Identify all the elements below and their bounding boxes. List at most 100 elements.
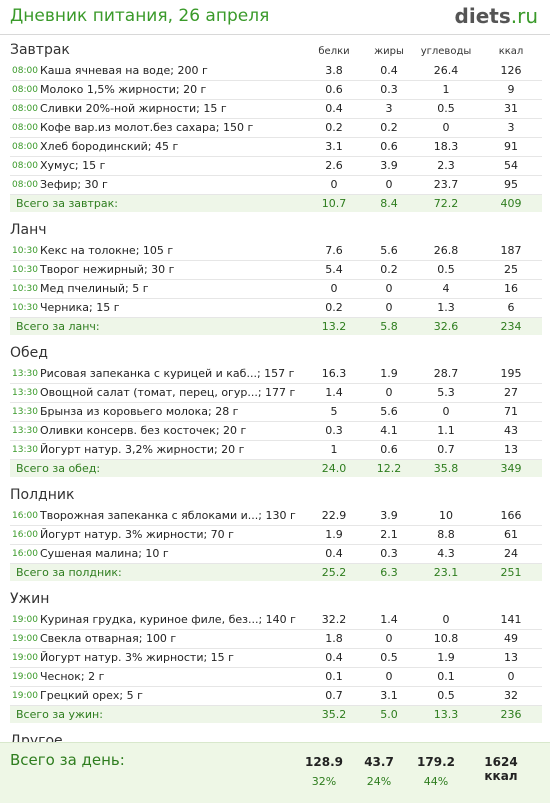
meal-total-row: Всего за обед: 24.0 12.2 35.8 349 (10, 460, 542, 477)
food-name[interactable]: Мед пчелиный; 5 г (40, 282, 149, 295)
food-fat: 0 (385, 178, 393, 191)
food-protein: 1.9 (325, 528, 343, 541)
food-name[interactable]: Йогурт натур. 3% жирности; 70 г (40, 528, 234, 541)
food-fat: 3.9 (380, 509, 398, 522)
food-kcal: 27 (504, 386, 518, 399)
meal-section: Завтрак белки жиры углеводы ккал 08:00 Каша яч… (10, 36, 542, 216)
food-name[interactable]: Грецкий орех; 5 г (40, 689, 143, 702)
food-row[interactable]: 08:00 Каша ячневая на воде; 200 г 3.8 0.4 26… (10, 62, 542, 81)
food-name[interactable]: Хлеб бородинский; 45 г (40, 140, 179, 153)
food-row[interactable]: 13:30 Овощной салат (томат, перец, огур..… (10, 384, 542, 403)
food-time: 08:00 (12, 66, 38, 76)
food-name[interactable]: Кофе вар.из молот.без сахара; 150 г (40, 121, 254, 134)
food-row[interactable]: 16:00 Творожная запеканка с яблоками и...… (10, 507, 542, 526)
day-kcal: 1624 ккал (484, 755, 518, 783)
food-name[interactable]: Зефир; 30 г (40, 178, 108, 191)
column-header-protein: белки (318, 46, 350, 57)
food-fat: 3 (385, 102, 393, 115)
food-row[interactable]: 19:00 Куриная грудка, куриное филе, без..… (10, 611, 542, 630)
food-time: 08:00 (12, 142, 38, 152)
meal-total-kcal: 251 (500, 566, 522, 579)
food-row[interactable]: 16:00 Йогурт натур. 3% жирности; 70 г 1.9 2… (10, 526, 542, 545)
day-protein: 128.9 (305, 755, 343, 769)
food-kcal: 25 (504, 263, 518, 276)
food-name[interactable]: Творог нежирный; 30 г (40, 263, 175, 276)
food-carbs: 0 (442, 121, 450, 134)
food-row[interactable]: 08:00 Зефир; 30 г 0 0 23.7 95 (10, 176, 542, 195)
food-row[interactable]: 19:00 Грецкий орех; 5 г 0.7 3.1 0.5 32 (10, 687, 542, 706)
food-kcal: 9 (507, 83, 515, 96)
food-name[interactable]: Йогурт натур. 3,2% жирности; 20 г (40, 443, 245, 456)
food-fat: 0.5 (380, 651, 398, 664)
meal-total-protein: 25.2 (321, 566, 347, 579)
food-row[interactable]: 16:00 Сушеная малина; 10 г 0.4 0.3 4.3 24 (10, 545, 542, 564)
food-name[interactable]: Чеснок; 2 г (40, 670, 105, 683)
food-name[interactable]: Свекла отварная; 100 г (40, 632, 177, 645)
site-logo[interactable]: diets.ru (455, 4, 538, 28)
food-name[interactable]: Куриная грудка, куриное филе, без...; 14… (40, 613, 296, 626)
food-carbs: 26.8 (433, 244, 459, 257)
food-row[interactable]: 19:00 Свекла отварная; 100 г 1.8 0 10.8 49 (10, 630, 542, 649)
food-row[interactable]: 08:00 Сливки 20%-ной жирности; 15 г 0.4 3 0.… (10, 100, 542, 119)
food-row[interactable]: 19:00 Чеснок; 2 г 0.1 0 0.1 0 (10, 668, 542, 687)
logo-tld: .ru (510, 4, 538, 28)
food-name[interactable]: Оливки консерв. без косточек; 20 г (40, 424, 247, 437)
meal-title: Ужин (10, 591, 50, 607)
food-name[interactable]: Творожная запеканка с яблоками и...; 130… (40, 509, 296, 522)
food-row[interactable]: 08:00 Кофе вар.из молот.без сахара; 150 г… (10, 119, 542, 138)
food-row[interactable]: 08:00 Хумус; 15 г 2.6 3.9 2.3 54 (10, 157, 542, 176)
food-row[interactable]: 13:30 Оливки консерв. без косточек; 20 г 0… (10, 422, 542, 441)
food-row[interactable]: 08:00 Молоко 1,5% жирности; 20 г 0.6 0.3 1 9 (10, 81, 542, 100)
food-row[interactable]: 10:30 Черника; 15 г 0.2 0 1.3 6 (10, 299, 542, 318)
food-row[interactable]: 13:30 Рисовая запеканка с курицей и каб..… (10, 365, 542, 384)
food-name[interactable]: Рисовая запеканка с курицей и каб...; 15… (40, 367, 295, 380)
food-protein: 3.8 (325, 64, 343, 77)
food-row[interactable]: 10:30 Творог нежирный; 30 г 5.4 0.2 0.5 25 (10, 261, 542, 280)
food-carbs: 18.3 (433, 140, 459, 153)
meal-total-label: Всего за ужин: (16, 708, 103, 721)
food-time: 19:00 (12, 615, 38, 625)
meal-section: Ланч 10:30 Кекс на толокне; 105 г 7.6 5.6 26.… (10, 216, 542, 339)
food-carbs: 10.8 (433, 632, 459, 645)
food-row[interactable]: 10:30 Кекс на толокне; 105 г 7.6 5.6 26.8 187 (10, 242, 542, 261)
food-row[interactable]: 10:30 Мед пчелиный; 5 г 0 0 4 16 (10, 280, 542, 299)
food-name[interactable]: Хумус; 15 г (40, 159, 106, 172)
food-row[interactable]: 13:30 Йогурт натур. 3,2% жирности; 20 г 1 0… (10, 441, 542, 460)
food-carbs: 0 (442, 405, 450, 418)
food-time: 13:30 (12, 369, 38, 379)
diary-content: Завтрак белки жиры углеводы ккал 08:00 Каша яч… (0, 36, 550, 776)
day-carbs-pct: 44% (423, 775, 449, 788)
food-protein: 1.8 (325, 632, 343, 645)
meal-total-fat: 6.3 (380, 566, 398, 579)
food-name[interactable]: Сливки 20%-ной жирности; 15 г (40, 102, 227, 115)
food-fat: 5.6 (380, 405, 398, 418)
food-name[interactable]: Кекс на толокне; 105 г (40, 244, 174, 257)
food-protein: 0.1 (325, 670, 343, 683)
column-header-fat: жиры (374, 46, 404, 57)
food-protein: 5 (330, 405, 338, 418)
food-row[interactable]: 08:00 Хлеб бородинский; 45 г 3.1 0.6 18.3 91 (10, 138, 542, 157)
food-kcal: 141 (500, 613, 522, 626)
food-row[interactable]: 19:00 Йогурт натур. 3% жирности; 15 г 0.4 0… (10, 649, 542, 668)
meal-total-fat: 5.8 (380, 320, 398, 333)
food-name[interactable]: Брынза из коровьего молока; 28 г (40, 405, 239, 418)
food-name[interactable]: Овощной салат (томат, перец, огур...; 17… (40, 386, 296, 399)
food-name[interactable]: Сушеная малина; 10 г (40, 547, 169, 560)
food-kcal: 195 (500, 367, 522, 380)
food-protein: 0.4 (325, 547, 343, 560)
food-fat: 0 (385, 282, 393, 295)
food-name[interactable]: Йогурт натур. 3% жирности; 15 г (40, 651, 234, 664)
food-time: 08:00 (12, 123, 38, 133)
food-time: 10:30 (12, 303, 38, 313)
food-name[interactable]: Каша ячневая на воде; 200 г (40, 64, 208, 77)
food-time: 16:00 (12, 511, 38, 521)
food-fat: 5.6 (380, 244, 398, 257)
food-fat: 3.1 (380, 689, 398, 702)
food-name[interactable]: Черника; 15 г (40, 301, 120, 314)
food-row[interactable]: 13:30 Брынза из коровьего молока; 28 г 5 5.… (10, 403, 542, 422)
food-carbs: 23.7 (433, 178, 459, 191)
meal-total-carbs: 35.8 (433, 462, 459, 475)
food-fat: 0.2 (380, 121, 398, 134)
food-protein: 7.6 (325, 244, 343, 257)
food-name[interactable]: Молоко 1,5% жирности; 20 г (40, 83, 207, 96)
